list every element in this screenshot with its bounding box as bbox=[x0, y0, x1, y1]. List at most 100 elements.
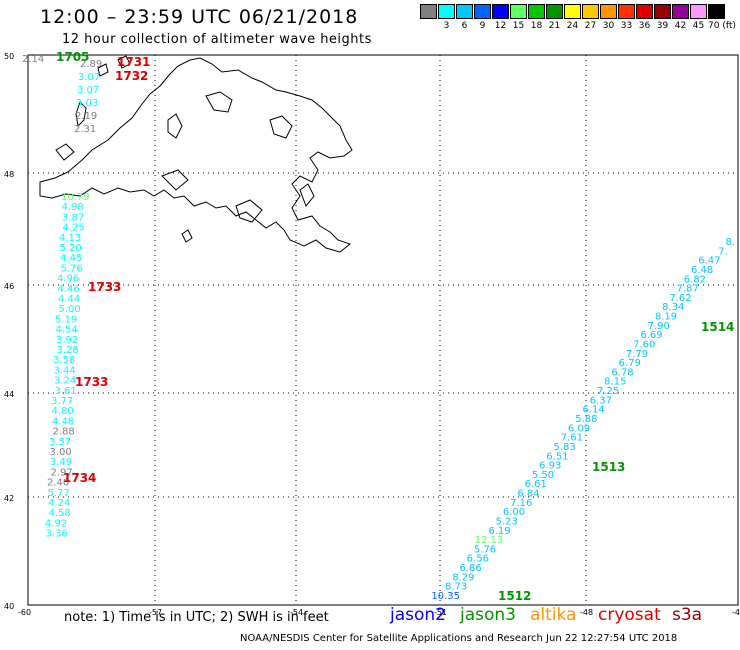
wave-height-value: 4.54 bbox=[56, 325, 78, 336]
wave-height-value: 4.96 bbox=[57, 274, 79, 285]
wave-height-value: 3.07 bbox=[78, 72, 100, 83]
bay-of-islands bbox=[75, 101, 87, 128]
latitude-tick-label: 46 bbox=[4, 282, 14, 291]
footer-credit: NOAA/NESDIS Center for Satellite Applica… bbox=[240, 633, 678, 644]
color-swatch bbox=[690, 4, 707, 19]
track-time-label: 1733 bbox=[88, 280, 121, 294]
wave-height-value: 2.31 bbox=[74, 124, 96, 135]
wave-height-value: 2.19 bbox=[75, 111, 97, 122]
wave-height-value: 2.97 bbox=[51, 467, 73, 478]
latitude-tick-label: 48 bbox=[4, 170, 14, 179]
islands-3 bbox=[97, 63, 109, 77]
wave-height-value: 5.77 bbox=[48, 488, 70, 499]
wave-height-value: 2.40 bbox=[47, 478, 69, 489]
wave-height-value: 3.57 bbox=[49, 437, 71, 448]
wave-height-value: 2.89 bbox=[80, 59, 102, 70]
wave-height-value: 4.24 bbox=[48, 498, 70, 509]
wave-height-value: 8.15 bbox=[604, 377, 626, 388]
wave-height-value: 3.24 bbox=[54, 376, 76, 387]
wave-height-value: 10.79 bbox=[61, 192, 90, 203]
wave-height-value: 4.13 bbox=[59, 233, 81, 244]
wave-height-value: 3.58 bbox=[53, 355, 75, 366]
coastline-newfoundland bbox=[39, 55, 353, 253]
color-swatch bbox=[654, 4, 671, 19]
wave-height-value: 6.61 bbox=[525, 479, 547, 490]
wave-height-value: 3.87 bbox=[62, 212, 84, 223]
longitude-tick-label: -60 bbox=[18, 608, 31, 617]
wave-height-value: 5.19 bbox=[55, 314, 77, 325]
wave-height-value: 8.73 bbox=[445, 582, 467, 593]
wave-height-value: 5.88 bbox=[575, 414, 597, 425]
bonavista-bay bbox=[269, 115, 293, 139]
wave-height-value: 6.86 bbox=[459, 563, 481, 574]
color-swatch bbox=[546, 4, 563, 19]
legend-jason2: jason2 bbox=[390, 605, 446, 625]
track-time-label: 1734 bbox=[63, 471, 96, 485]
color-swatch bbox=[672, 4, 689, 19]
wave-height-value: 4.48 bbox=[52, 416, 74, 427]
color-swatch bbox=[564, 4, 581, 19]
color-scale-label: 3 bbox=[443, 21, 450, 31]
color-swatch bbox=[492, 4, 509, 19]
units-note: note: 1) Time is in UTC; 2) SWH is in fe… bbox=[64, 610, 329, 625]
color-swatch bbox=[618, 4, 635, 19]
wave-height-value: 7.90 bbox=[648, 321, 670, 332]
wave-height-value: 3.00 bbox=[50, 447, 72, 458]
color-swatch bbox=[582, 4, 599, 19]
color-swatch bbox=[438, 4, 455, 19]
wave-height-value: 4.58 bbox=[49, 508, 71, 519]
map-title: 12:00 – 23:59 UTC 06/21/2018 bbox=[40, 6, 359, 28]
wave-height-value: 7.62 bbox=[669, 293, 691, 304]
wave-height-value: 8.19 bbox=[655, 312, 677, 323]
wave-height-value: 4.80 bbox=[52, 406, 74, 417]
wave-height-value: 5.00 bbox=[59, 304, 81, 315]
axis-tick-labels: 50 48 46 44 42 40 -60 -57 -54 -51 -48 -45 bbox=[4, 52, 740, 617]
wave-height-value: 6.48 bbox=[691, 265, 713, 276]
wave-height-value: 4.45 bbox=[60, 253, 82, 264]
latitude-tick-label: 44 bbox=[4, 390, 14, 399]
track-time-label: 1514 bbox=[701, 320, 734, 334]
longitude-tick-label: -54 bbox=[290, 608, 303, 617]
longitude-tick-label: -51 bbox=[434, 608, 447, 617]
wave-height-value: 6.79 bbox=[619, 358, 641, 369]
color-scale-label: 45 bbox=[692, 21, 705, 31]
wave-height-value: 6.14 bbox=[582, 405, 604, 416]
color-scale-bar: 3 6 9 12 15 18 21 24 27 30 33 36 39 42 45 70 (ft) bbox=[420, 4, 736, 34]
graticule bbox=[28, 55, 738, 605]
latitude-tick-label: 42 bbox=[4, 494, 14, 503]
color-scale-label: 12 bbox=[494, 21, 507, 31]
islands-1 bbox=[181, 229, 193, 243]
wave-height-value: 6.19 bbox=[488, 526, 510, 537]
color-scale-label: 27 bbox=[584, 21, 597, 31]
track-time-label: 1513 bbox=[592, 460, 625, 474]
wave-height-value: 12.13 bbox=[475, 535, 504, 546]
color-swatch bbox=[456, 4, 473, 19]
wave-height-value: 5.23 bbox=[496, 516, 518, 527]
wave-height-value: 5.76 bbox=[61, 263, 83, 274]
legend-jason3: jason3 bbox=[460, 605, 516, 625]
st-georges-bay bbox=[55, 143, 75, 161]
track-right-labels: 8.7.6.476.486.827.877.628.348.197.906.69… bbox=[431, 237, 735, 602]
legend-altika: altika bbox=[530, 605, 577, 625]
wave-height-value: 6.37 bbox=[590, 395, 612, 406]
wave-height-value: 3.36 bbox=[46, 529, 68, 540]
wave-height-value: 4.44 bbox=[58, 294, 80, 305]
color-scale-label: 36 bbox=[638, 21, 651, 31]
map-subtitle: 12 hour collection of altimeter wave hei… bbox=[62, 32, 372, 47]
wave-height-value: 2.88 bbox=[53, 427, 75, 438]
wave-height-value: 8.29 bbox=[452, 572, 474, 583]
wave-height-value: 3.07 bbox=[77, 85, 99, 96]
wave-height-value: 10.35 bbox=[431, 591, 460, 602]
wave-height-value: 7.79 bbox=[626, 349, 648, 360]
track-time-label: 1731 bbox=[117, 55, 150, 69]
color-scale-label: 18 bbox=[530, 21, 543, 31]
placentia-bay bbox=[235, 199, 263, 223]
notre-dame-bay bbox=[205, 91, 233, 113]
color-swatch bbox=[474, 4, 491, 19]
wave-height-value: 3.44 bbox=[54, 365, 76, 376]
wave-height-value: 6.51 bbox=[546, 451, 568, 462]
fortune-bay bbox=[161, 169, 189, 191]
wave-height-value: 4.25 bbox=[63, 223, 85, 234]
white-bay bbox=[167, 113, 183, 139]
